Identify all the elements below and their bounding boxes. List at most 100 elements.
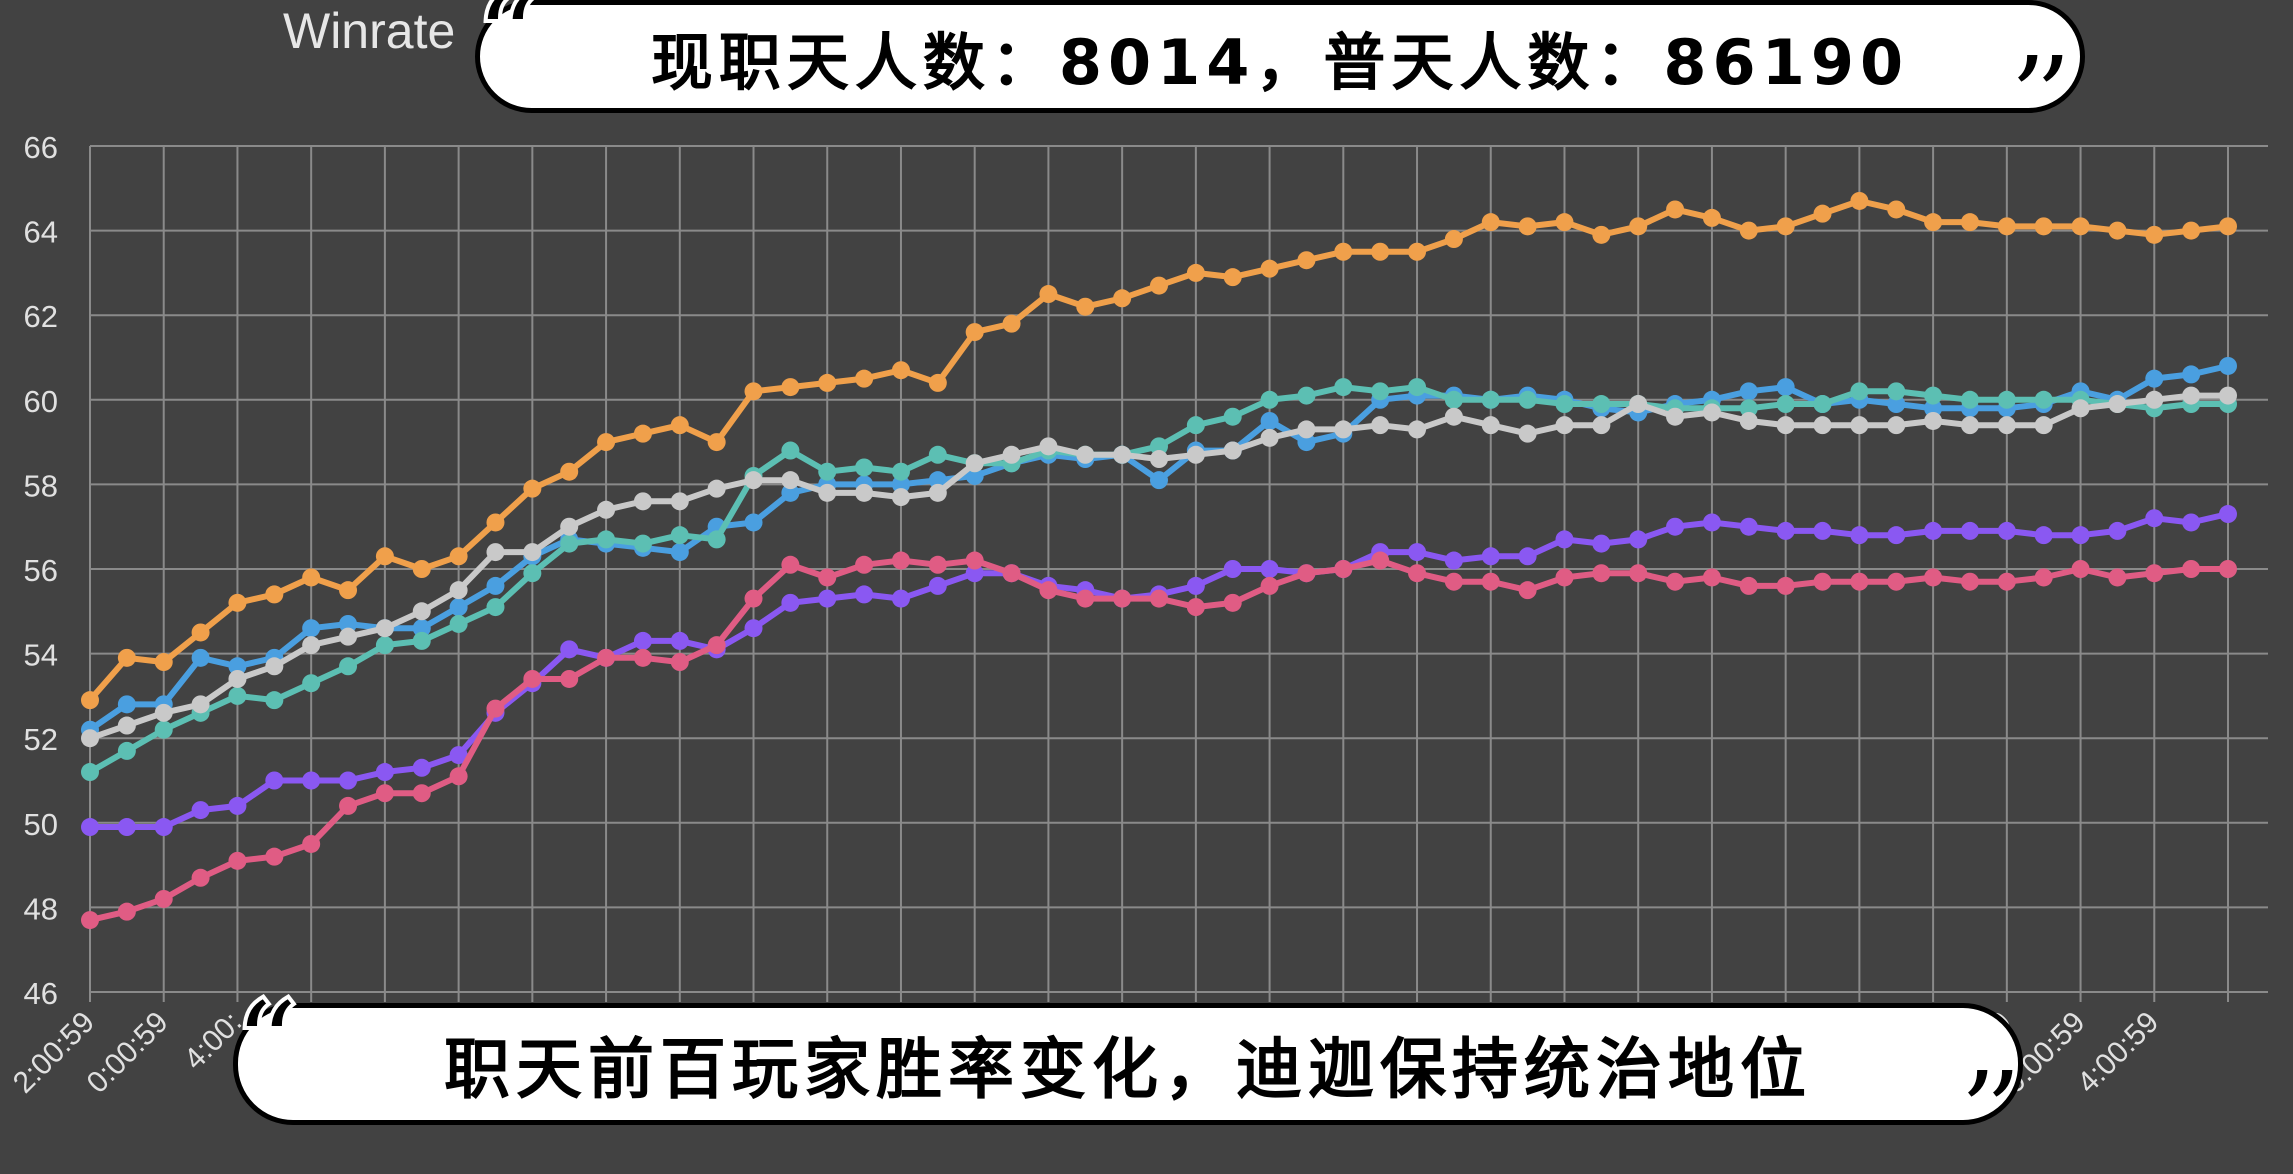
chart-title: Winrate <box>283 3 456 59</box>
data-point <box>818 483 837 502</box>
data-point <box>1739 382 1758 401</box>
data-point <box>1555 213 1574 232</box>
bottom-caption-banner: 职天前百玩家胜率变化，迪迦保持统治地位 <box>233 1003 2023 1125</box>
data-point <box>1444 390 1463 409</box>
data-point <box>1629 217 1648 236</box>
data-point <box>375 784 394 803</box>
data-point <box>228 669 247 688</box>
data-point <box>191 623 210 642</box>
data-point <box>81 691 99 710</box>
data-point <box>633 534 652 553</box>
data-point <box>1592 534 1611 553</box>
data-point <box>1223 407 1242 426</box>
chart-series <box>81 191 2237 930</box>
data-point <box>1850 416 1869 435</box>
data-point <box>81 911 99 930</box>
data-point <box>228 686 247 705</box>
data-point <box>1113 445 1132 464</box>
data-point <box>2219 356 2237 375</box>
data-point <box>744 382 763 401</box>
y-tick-label: 58 <box>24 468 58 503</box>
data-point <box>1186 263 1205 282</box>
data-point <box>1481 572 1500 591</box>
data-point <box>1039 581 1058 600</box>
data-point <box>781 555 800 574</box>
data-point <box>1076 589 1095 608</box>
data-point <box>891 551 910 570</box>
data-point <box>2145 509 2164 528</box>
data-point <box>707 636 726 655</box>
data-point <box>375 619 394 638</box>
data-point <box>1223 268 1242 287</box>
data-point <box>965 454 984 473</box>
data-point <box>228 796 247 815</box>
data-point <box>818 589 837 608</box>
data-point <box>1960 390 1979 409</box>
data-point <box>1776 576 1795 595</box>
data-point <box>154 889 173 908</box>
data-point <box>339 614 358 633</box>
data-point <box>154 653 173 672</box>
data-point <box>117 902 136 921</box>
data-point <box>1887 200 1906 219</box>
data-point <box>1223 593 1242 612</box>
data-point <box>633 631 652 650</box>
data-point <box>1408 378 1427 397</box>
data-point <box>2182 365 2201 384</box>
data-point <box>1444 230 1463 249</box>
data-point <box>1887 526 1906 545</box>
data-point <box>1592 225 1611 244</box>
data-point <box>891 488 910 507</box>
data-point <box>1555 395 1574 414</box>
data-point <box>265 771 284 790</box>
data-point <box>1518 424 1537 443</box>
data-point <box>1113 589 1132 608</box>
data-point <box>1002 445 1021 464</box>
y-tick-label: 62 <box>24 299 58 334</box>
data-point <box>449 547 468 566</box>
bottom-caption-text: 职天前百玩家胜率变化，迪迦保持统治地位 <box>444 1031 1812 1108</box>
data-point <box>1518 581 1537 600</box>
data-point <box>1039 437 1058 456</box>
data-point <box>2071 217 2090 236</box>
data-point <box>891 462 910 481</box>
data-point <box>1702 208 1721 227</box>
data-point <box>1776 395 1795 414</box>
data-point <box>597 500 616 519</box>
data-point <box>1334 560 1353 578</box>
data-point <box>265 657 284 676</box>
data-point <box>81 818 99 837</box>
data-point <box>855 483 874 502</box>
data-point <box>965 564 984 583</box>
data-point <box>818 373 837 392</box>
data-point <box>1924 399 1943 418</box>
data-point <box>633 424 652 443</box>
y-axis-ticks: 46 48 50 52 54 56 58 60 62 64 66 <box>24 130 58 1011</box>
data-point <box>1186 445 1205 464</box>
data-point <box>670 492 689 511</box>
y-tick-label: 54 <box>24 638 58 673</box>
data-point <box>928 373 947 392</box>
data-point <box>1555 416 1574 435</box>
data-point <box>1408 420 1427 439</box>
data-point <box>2145 390 2164 409</box>
data-point <box>375 547 394 566</box>
data-point <box>1592 564 1611 583</box>
data-point <box>2219 560 2237 578</box>
data-point <box>81 729 99 748</box>
data-point <box>965 323 984 342</box>
data-point <box>1666 517 1685 536</box>
data-point <box>1371 382 1390 401</box>
y-tick-label: 66 <box>24 130 58 165</box>
data-point <box>191 695 210 714</box>
data-point <box>1444 407 1463 426</box>
data-point <box>670 653 689 672</box>
data-point <box>560 517 579 536</box>
open-quote-mark: “ <box>235 975 302 1104</box>
y-tick-label: 46 <box>24 976 58 1011</box>
data-point <box>302 619 321 638</box>
data-point <box>1260 560 1279 578</box>
data-point <box>412 631 431 650</box>
data-point <box>2071 399 2090 418</box>
data-point <box>2108 568 2127 587</box>
